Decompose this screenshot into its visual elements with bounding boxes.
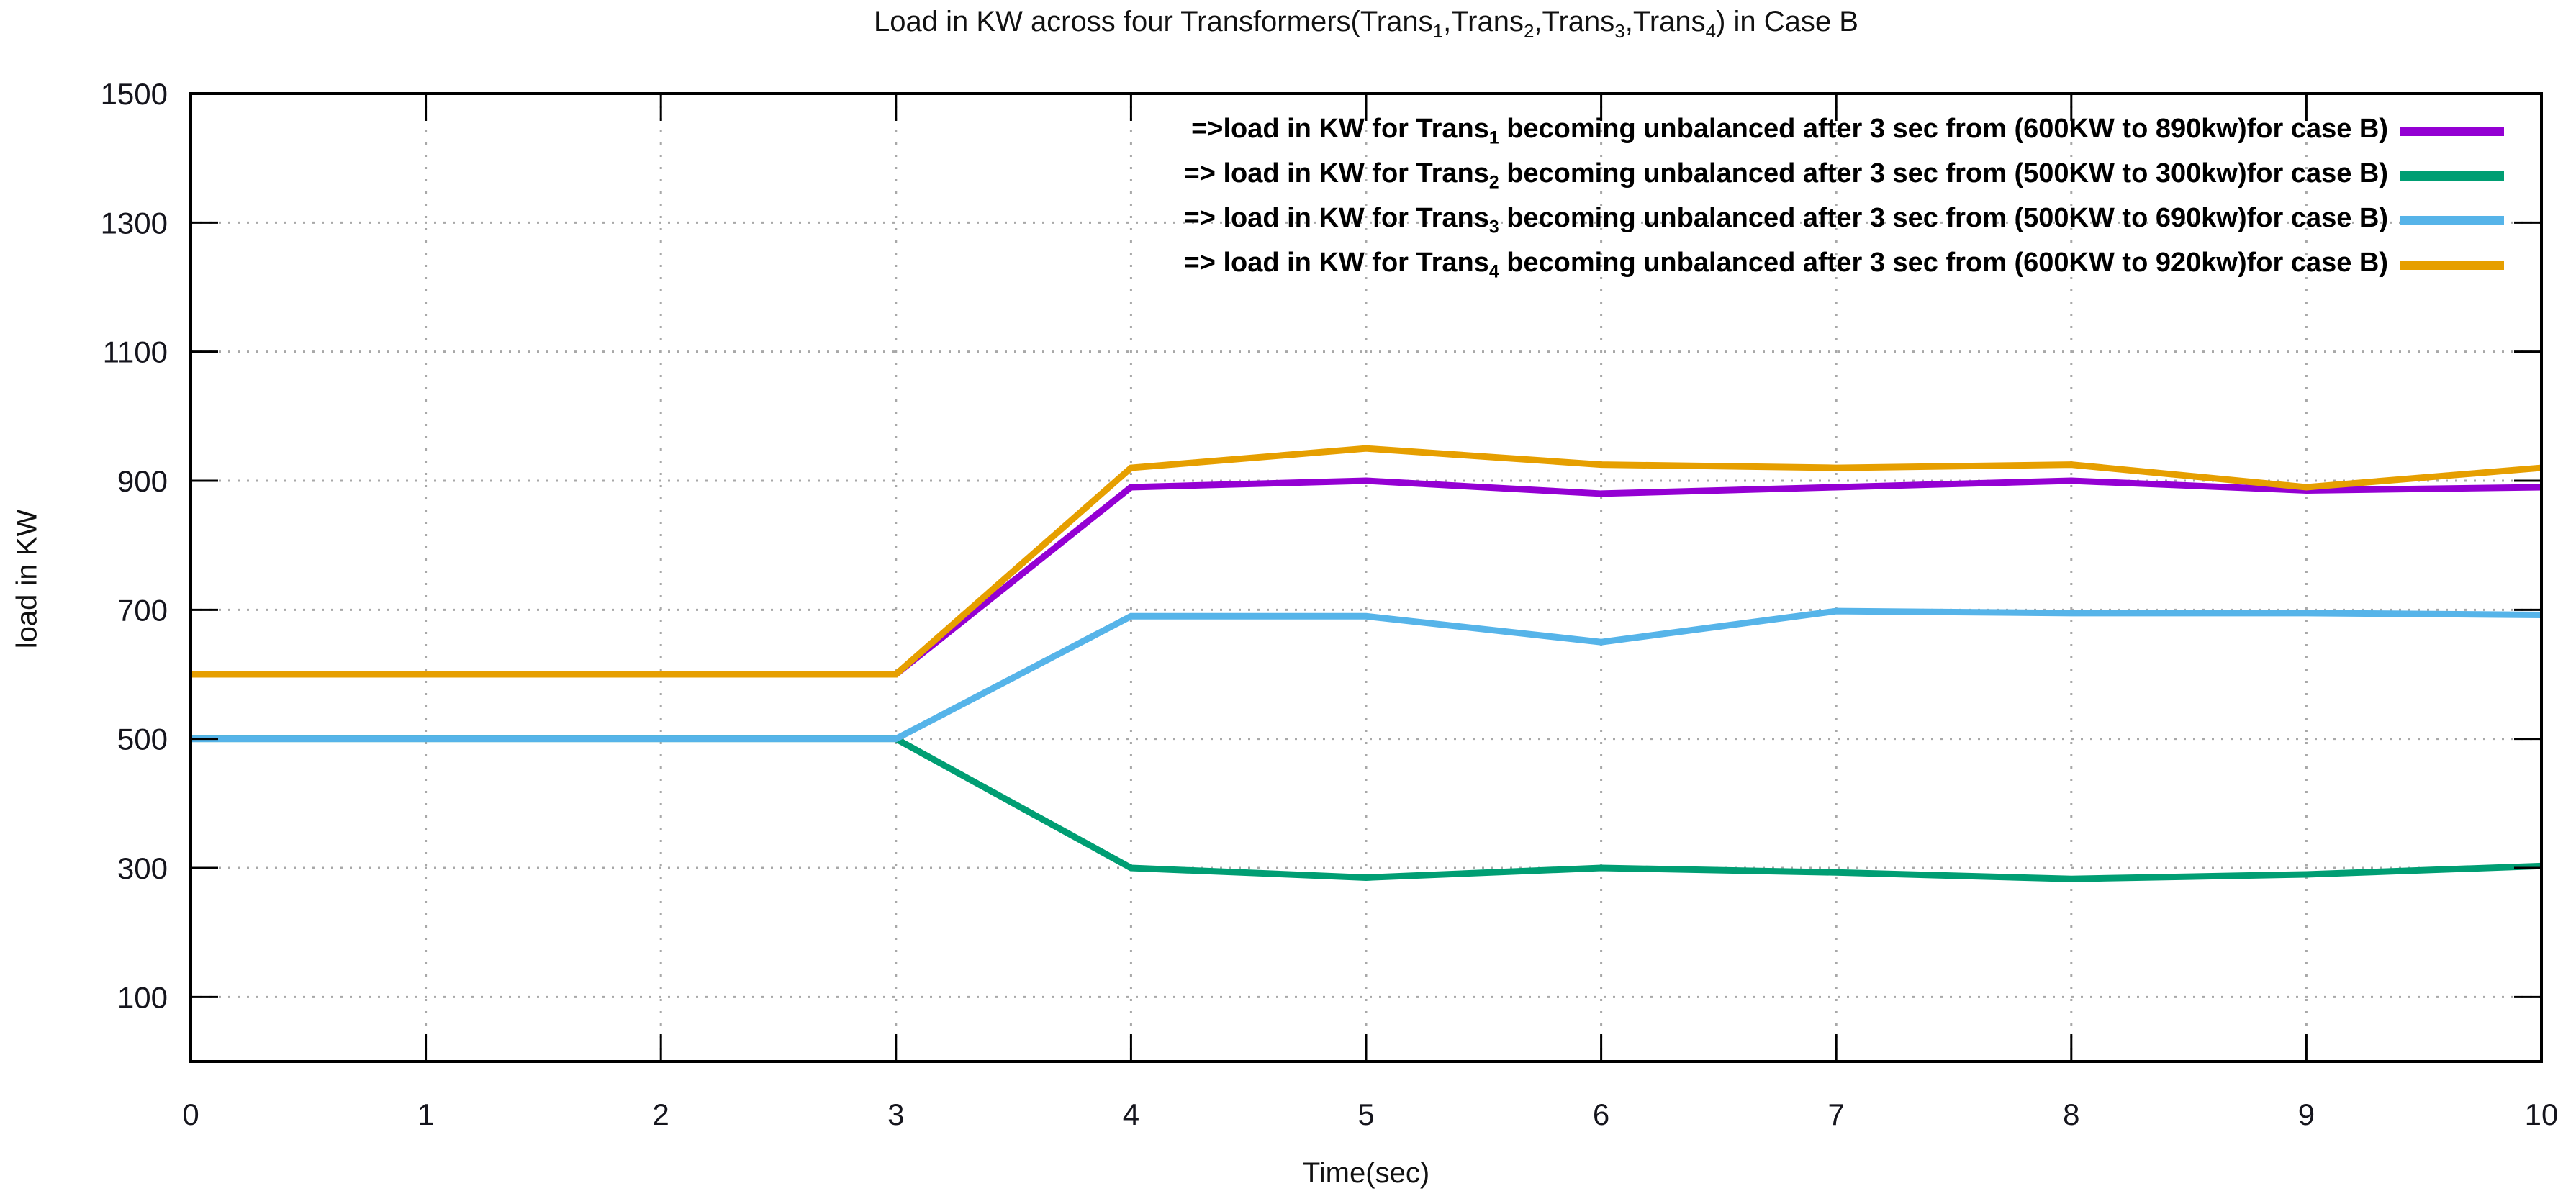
series-line-trans3 xyxy=(191,607,2542,743)
title-subscript: 2 xyxy=(1523,20,1535,42)
y-tick-label: 500 xyxy=(117,723,168,756)
x-tick-label: 0 xyxy=(182,1097,199,1131)
y-tick-label: 1300 xyxy=(101,206,168,240)
title-subscript: 4 xyxy=(1705,20,1717,42)
legend-swatch-trans2 xyxy=(2400,171,2504,181)
legend-entry-trans2: => load in KW for Trans2 becoming unbala… xyxy=(1184,158,2504,194)
series-line-trans2 xyxy=(191,735,2542,882)
legend: =>load in KW for Trans1 becoming unbalan… xyxy=(1184,114,2504,283)
y-tick-label: 1500 xyxy=(101,77,168,111)
title-text: ,Trans xyxy=(1534,6,1615,37)
title-subscript: 1 xyxy=(1432,20,1444,42)
legend-swatch-trans3 xyxy=(2400,215,2504,225)
legend-text-part: => load in KW for Trans xyxy=(1183,158,1489,189)
legend-entry-label: => load in KW for Trans4 becoming unbala… xyxy=(1184,248,2389,283)
x-tick-label: 4 xyxy=(1123,1097,1139,1131)
legend-entry-trans3: => load in KW for Trans3 becoming unbala… xyxy=(1184,203,2504,238)
y-tick-label: 700 xyxy=(117,593,168,627)
x-tick-label: 7 xyxy=(1828,1097,1845,1131)
y-tick-label: 100 xyxy=(117,980,168,1014)
legend-entry-label: =>load in KW for Trans1 becoming unbalan… xyxy=(1191,114,2388,149)
legend-swatch-trans1 xyxy=(2400,126,2504,136)
legend-text-part: becoming unbalanced after 3 sec from (50… xyxy=(1499,158,2388,189)
y-tick-label: 300 xyxy=(117,851,168,885)
x-tick-label: 10 xyxy=(2525,1097,2559,1131)
legend-entry-trans1: =>load in KW for Trans1 becoming unbalan… xyxy=(1184,114,2504,149)
legend-text-part: 4 xyxy=(1488,262,1499,282)
legend-text-part: becoming unbalanced after 3 sec from (60… xyxy=(1499,113,2388,144)
title-text: ) in Case B xyxy=(1716,6,1858,37)
legend-text-part: 1 xyxy=(1488,128,1499,148)
title-text: ,Trans xyxy=(1443,6,1524,37)
x-tick-label: 6 xyxy=(1593,1097,1609,1131)
x-tick-label: 9 xyxy=(2298,1097,2315,1131)
chart-title: Load in KW across four Transformers(Tran… xyxy=(191,6,2541,42)
legend-text-part: => load in KW for Trans xyxy=(1183,247,1489,278)
x-axis-label: Time(sec) xyxy=(1302,1157,1430,1189)
series-line-trans4 xyxy=(191,445,2542,678)
legend-entry-label: => load in KW for Trans2 becoming unbala… xyxy=(1184,158,2389,194)
legend-entry-label: => load in KW for Trans3 becoming unbala… xyxy=(1184,203,2389,238)
legend-text-part: 3 xyxy=(1488,217,1499,237)
title-text: Load in KW across four Transformers(Tran… xyxy=(874,6,1433,37)
legend-text-part: becoming unbalanced after 3 sec from (60… xyxy=(1499,247,2388,278)
legend-text-part: =>load in KW for Trans xyxy=(1191,113,1489,144)
legend-swatch-trans4 xyxy=(2400,260,2504,270)
x-tick-label: 3 xyxy=(887,1097,904,1131)
x-tick-label: 8 xyxy=(2063,1097,2079,1131)
x-tick-label: 1 xyxy=(417,1097,434,1131)
x-tick-label: 2 xyxy=(653,1097,669,1131)
title-text: ,Trans xyxy=(1624,6,1706,37)
y-tick-label: 900 xyxy=(117,464,168,498)
title-subscript: 3 xyxy=(1614,20,1625,42)
legend-text-part: 2 xyxy=(1488,173,1499,193)
y-tick-label: 1100 xyxy=(103,335,168,369)
legend-entry-trans4: => load in KW for Trans4 becoming unbala… xyxy=(1184,248,2504,283)
x-tick-label: 5 xyxy=(1357,1097,1374,1131)
legend-text-part: => load in KW for Trans xyxy=(1183,202,1489,233)
legend-text-part: becoming unbalanced after 3 sec from (50… xyxy=(1499,202,2388,233)
